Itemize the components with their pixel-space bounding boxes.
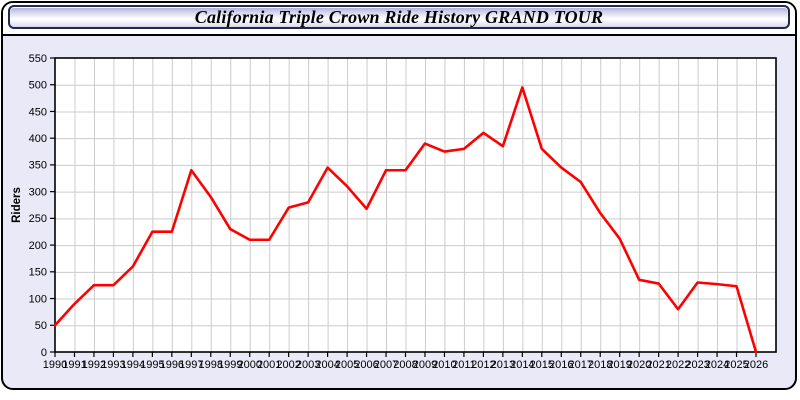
chart-panel: California Triple Crown Ride History GRA…: [1, 1, 797, 390]
page-title: California Triple Crown Ride History GRA…: [194, 6, 604, 27]
title-strip: California Triple Crown Ride History GRA…: [3, 3, 795, 36]
title-bar: California Triple Crown Ride History GRA…: [8, 5, 790, 29]
